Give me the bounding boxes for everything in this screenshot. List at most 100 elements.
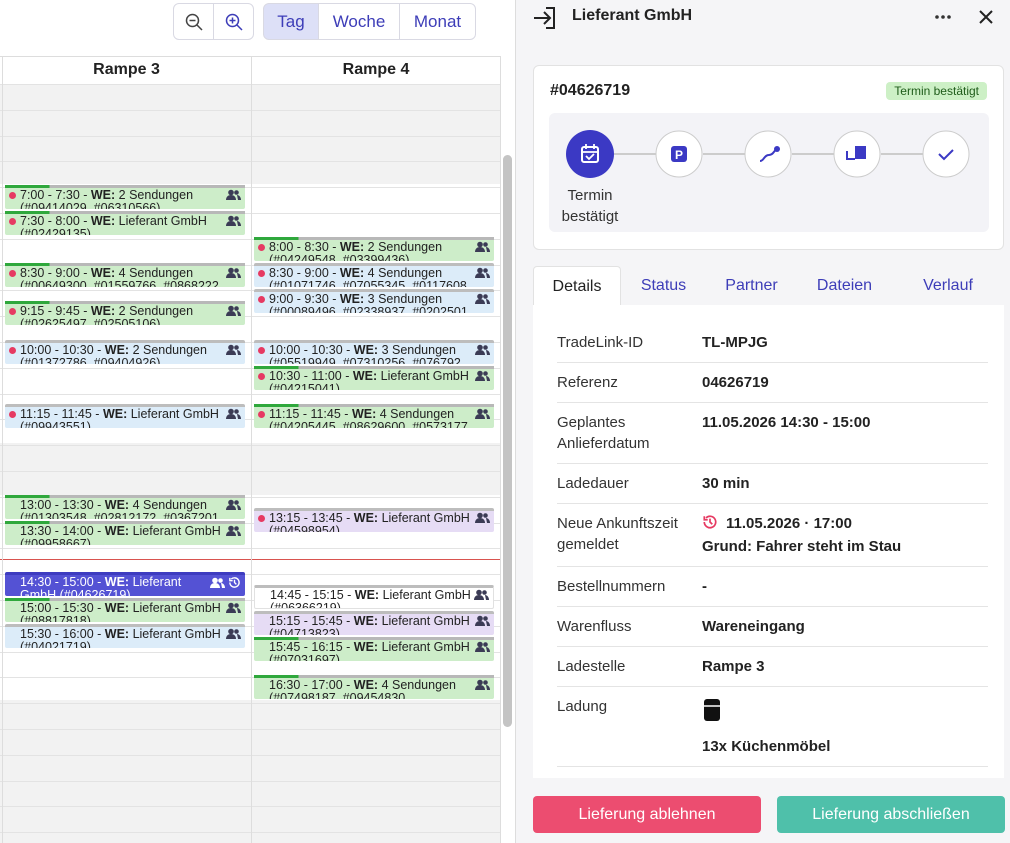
delivery-id: #04626719 [550, 82, 631, 99]
detail-value-cell: Wareneingang [702, 616, 805, 637]
event[interactable]: 15:30 - 16:00 - WE: Lieferant GmbH (#040… [5, 624, 245, 648]
zoom-in[interactable] [213, 3, 254, 40]
event-text: 2 Sendungen (#09414029, #06310566) [20, 188, 194, 210]
detail-value-line: LKW Container 40 ft [702, 776, 845, 778]
detail-value-line: 13x Küchenmöbel [702, 736, 830, 757]
more-icon[interactable] [933, 12, 953, 22]
event-text: Lieferant GmbH (#06366219) [270, 588, 471, 609]
grid-line [0, 574, 500, 575]
event[interactable]: 16:30 - 17:00 - WE: 4 Sendungen (#074981… [254, 675, 494, 699]
complete-button[interactable]: Lieferung abschließen [777, 796, 1005, 833]
event-time: 7:30 - 8:00 - [20, 214, 91, 228]
view-monat[interactable]: Monat [399, 3, 476, 40]
event-type: WE: [104, 343, 130, 357]
event-type: WE: [104, 601, 130, 615]
event[interactable]: 10:30 - 11:00 - WE: Lieferant GmbH (#042… [254, 366, 494, 390]
event[interactable]: 10:00 - 10:30 - WE: 2 Sendungen (#013727… [5, 340, 245, 364]
cargo-icon [702, 698, 830, 728]
detail-value: TL-MPJG [702, 334, 768, 351]
event[interactable]: 7:30 - 8:00 - WE: Lieferant GmbH (#02429… [5, 211, 245, 235]
grid-line [0, 755, 500, 756]
event[interactable]: 13:30 - 14:00 - WE: Lieferant GmbH (#099… [5, 521, 245, 545]
reject-button[interactable]: Lieferung ablehnen [533, 796, 761, 833]
event-time: 16:30 - 17:00 - [269, 678, 354, 692]
event-icons [209, 576, 241, 592]
event[interactable]: 8:30 - 9:00 - WE: 4 Sendungen (#00649300… [5, 263, 245, 287]
event-icons [475, 641, 490, 656]
event-type: WE: [104, 498, 130, 512]
event[interactable]: 8:00 - 8:30 - WE: 2 Sendungen (#04249548… [254, 237, 494, 261]
event[interactable]: 13:00 - 13:30 - WE: 4 Sendungen (#013035… [5, 495, 245, 519]
event[interactable]: 15:15 - 15:45 - WE: Lieferant GmbH (#047… [254, 611, 494, 635]
detail-row: FahrzeugLKW Container 40 ft [557, 767, 988, 778]
event[interactable]: 11:15 - 11:45 - WE: Lieferant GmbH (#099… [5, 404, 245, 428]
collapse-icon[interactable] [532, 6, 558, 30]
detail-label: Ladung [557, 698, 608, 715]
grid-line [0, 523, 500, 524]
detail-label: Neue Ankunftszeit gemeldet [557, 515, 678, 553]
zoom-out[interactable] [173, 3, 214, 40]
event[interactable]: 9:15 - 9:45 - WE: 2 Sendungen (#02625497… [5, 301, 245, 325]
grid-line [0, 832, 500, 833]
event[interactable]: 8:30 - 9:00 - WE: 4 Sendungen (#01071746… [254, 263, 494, 287]
event-icons [226, 408, 241, 423]
event[interactable]: 7:00 - 7:30 - WE: 2 Sendungen (#09414029… [5, 185, 245, 209]
event-text: 2 Sendungen (#04249548, #03399436) [269, 240, 443, 262]
grid-line [0, 342, 500, 343]
event[interactable]: 9:00 - 9:30 - WE: 3 Sendungen (#00089496… [254, 289, 494, 313]
event[interactable]: 13:15 - 13:45 - WE: Lieferant GmbH (#045… [254, 508, 494, 532]
grid-line [0, 316, 500, 317]
event[interactable]: 10:00 - 10:30 - WE: 3 Sendungen (#055199… [254, 340, 494, 364]
detail-value-line: Wareneingang [702, 616, 805, 637]
tab[interactable]: Details [533, 266, 621, 306]
event-icons [475, 408, 490, 423]
grid-line [0, 626, 500, 627]
event-time: 8:00 - 8:30 - [269, 240, 340, 254]
event[interactable]: 11:15 - 11:45 - WE: 4 Sendungen (#042054… [254, 404, 494, 428]
event-time: 10:30 - 11:00 - [269, 369, 353, 383]
event-type: WE: [339, 266, 365, 280]
event[interactable]: 14:45 - 15:15 - WE: Lieferant GmbH (#063… [254, 585, 494, 609]
grid-line [0, 239, 500, 240]
event[interactable]: 15:00 - 15:30 - WE: Lieferant GmbH (#088… [5, 598, 245, 622]
event-type: WE: [352, 369, 378, 383]
event[interactable]: 15:45 - 16:15 - WE: Lieferant GmbH (#070… [254, 637, 494, 661]
detail-value-line: Rampe 3 [702, 656, 765, 677]
event-text: Lieferant GmbH (#08817818) [20, 601, 221, 623]
detail-value-cell: Rampe 3 [702, 656, 765, 677]
step-label: Termin bestätigt [561, 187, 619, 225]
detail-label: Warenfluss [557, 618, 632, 635]
tab[interactable]: Status [640, 277, 687, 294]
event-type: WE: [351, 407, 377, 421]
late-dot [258, 411, 265, 418]
event-text: Lieferant GmbH (#09943551) [20, 407, 219, 429]
grid-line [0, 368, 500, 369]
detail-row: Bestellnummern - [557, 567, 988, 607]
tab[interactable]: Dateien [816, 277, 873, 294]
view-tag[interactable]: Tag [263, 3, 319, 40]
tab[interactable]: Verlauf [923, 277, 973, 294]
grid-line [0, 548, 500, 549]
event-time: 8:30 - 9:00 - [269, 266, 340, 280]
event-icons [475, 267, 490, 282]
status-card: #04626719 Termin bestätigt P Termin best… [533, 65, 1004, 250]
detail-value: - [702, 578, 707, 595]
detail-label: Referenz [557, 374, 618, 391]
late-dot [258, 373, 265, 380]
detail-row: Ladestelle Rampe 3 [557, 647, 988, 687]
late-dot [9, 192, 16, 199]
detail-value: 11.05.2026 14:30 - 15:00 [702, 414, 871, 431]
event-icons [474, 589, 489, 604]
scrollbar[interactable] [503, 155, 512, 727]
grid-line [0, 445, 500, 446]
tab[interactable]: Partner [725, 277, 778, 294]
event-time: 9:15 - 9:45 - [20, 304, 91, 318]
close-icon[interactable] [978, 9, 994, 25]
event-text: 4 Sendungen (#00649300, #01559766, #0868… [20, 266, 219, 288]
view-woche[interactable]: Woche [318, 3, 400, 40]
detail-note: Grund: Fahrer steht im Stau [702, 538, 902, 555]
event[interactable]: 14:30 - 15:00 - WE: Lieferant GmbH (#046… [5, 572, 245, 596]
grid-line [0, 110, 500, 111]
event-text: Lieferant GmbH (#04626719) [20, 575, 182, 597]
